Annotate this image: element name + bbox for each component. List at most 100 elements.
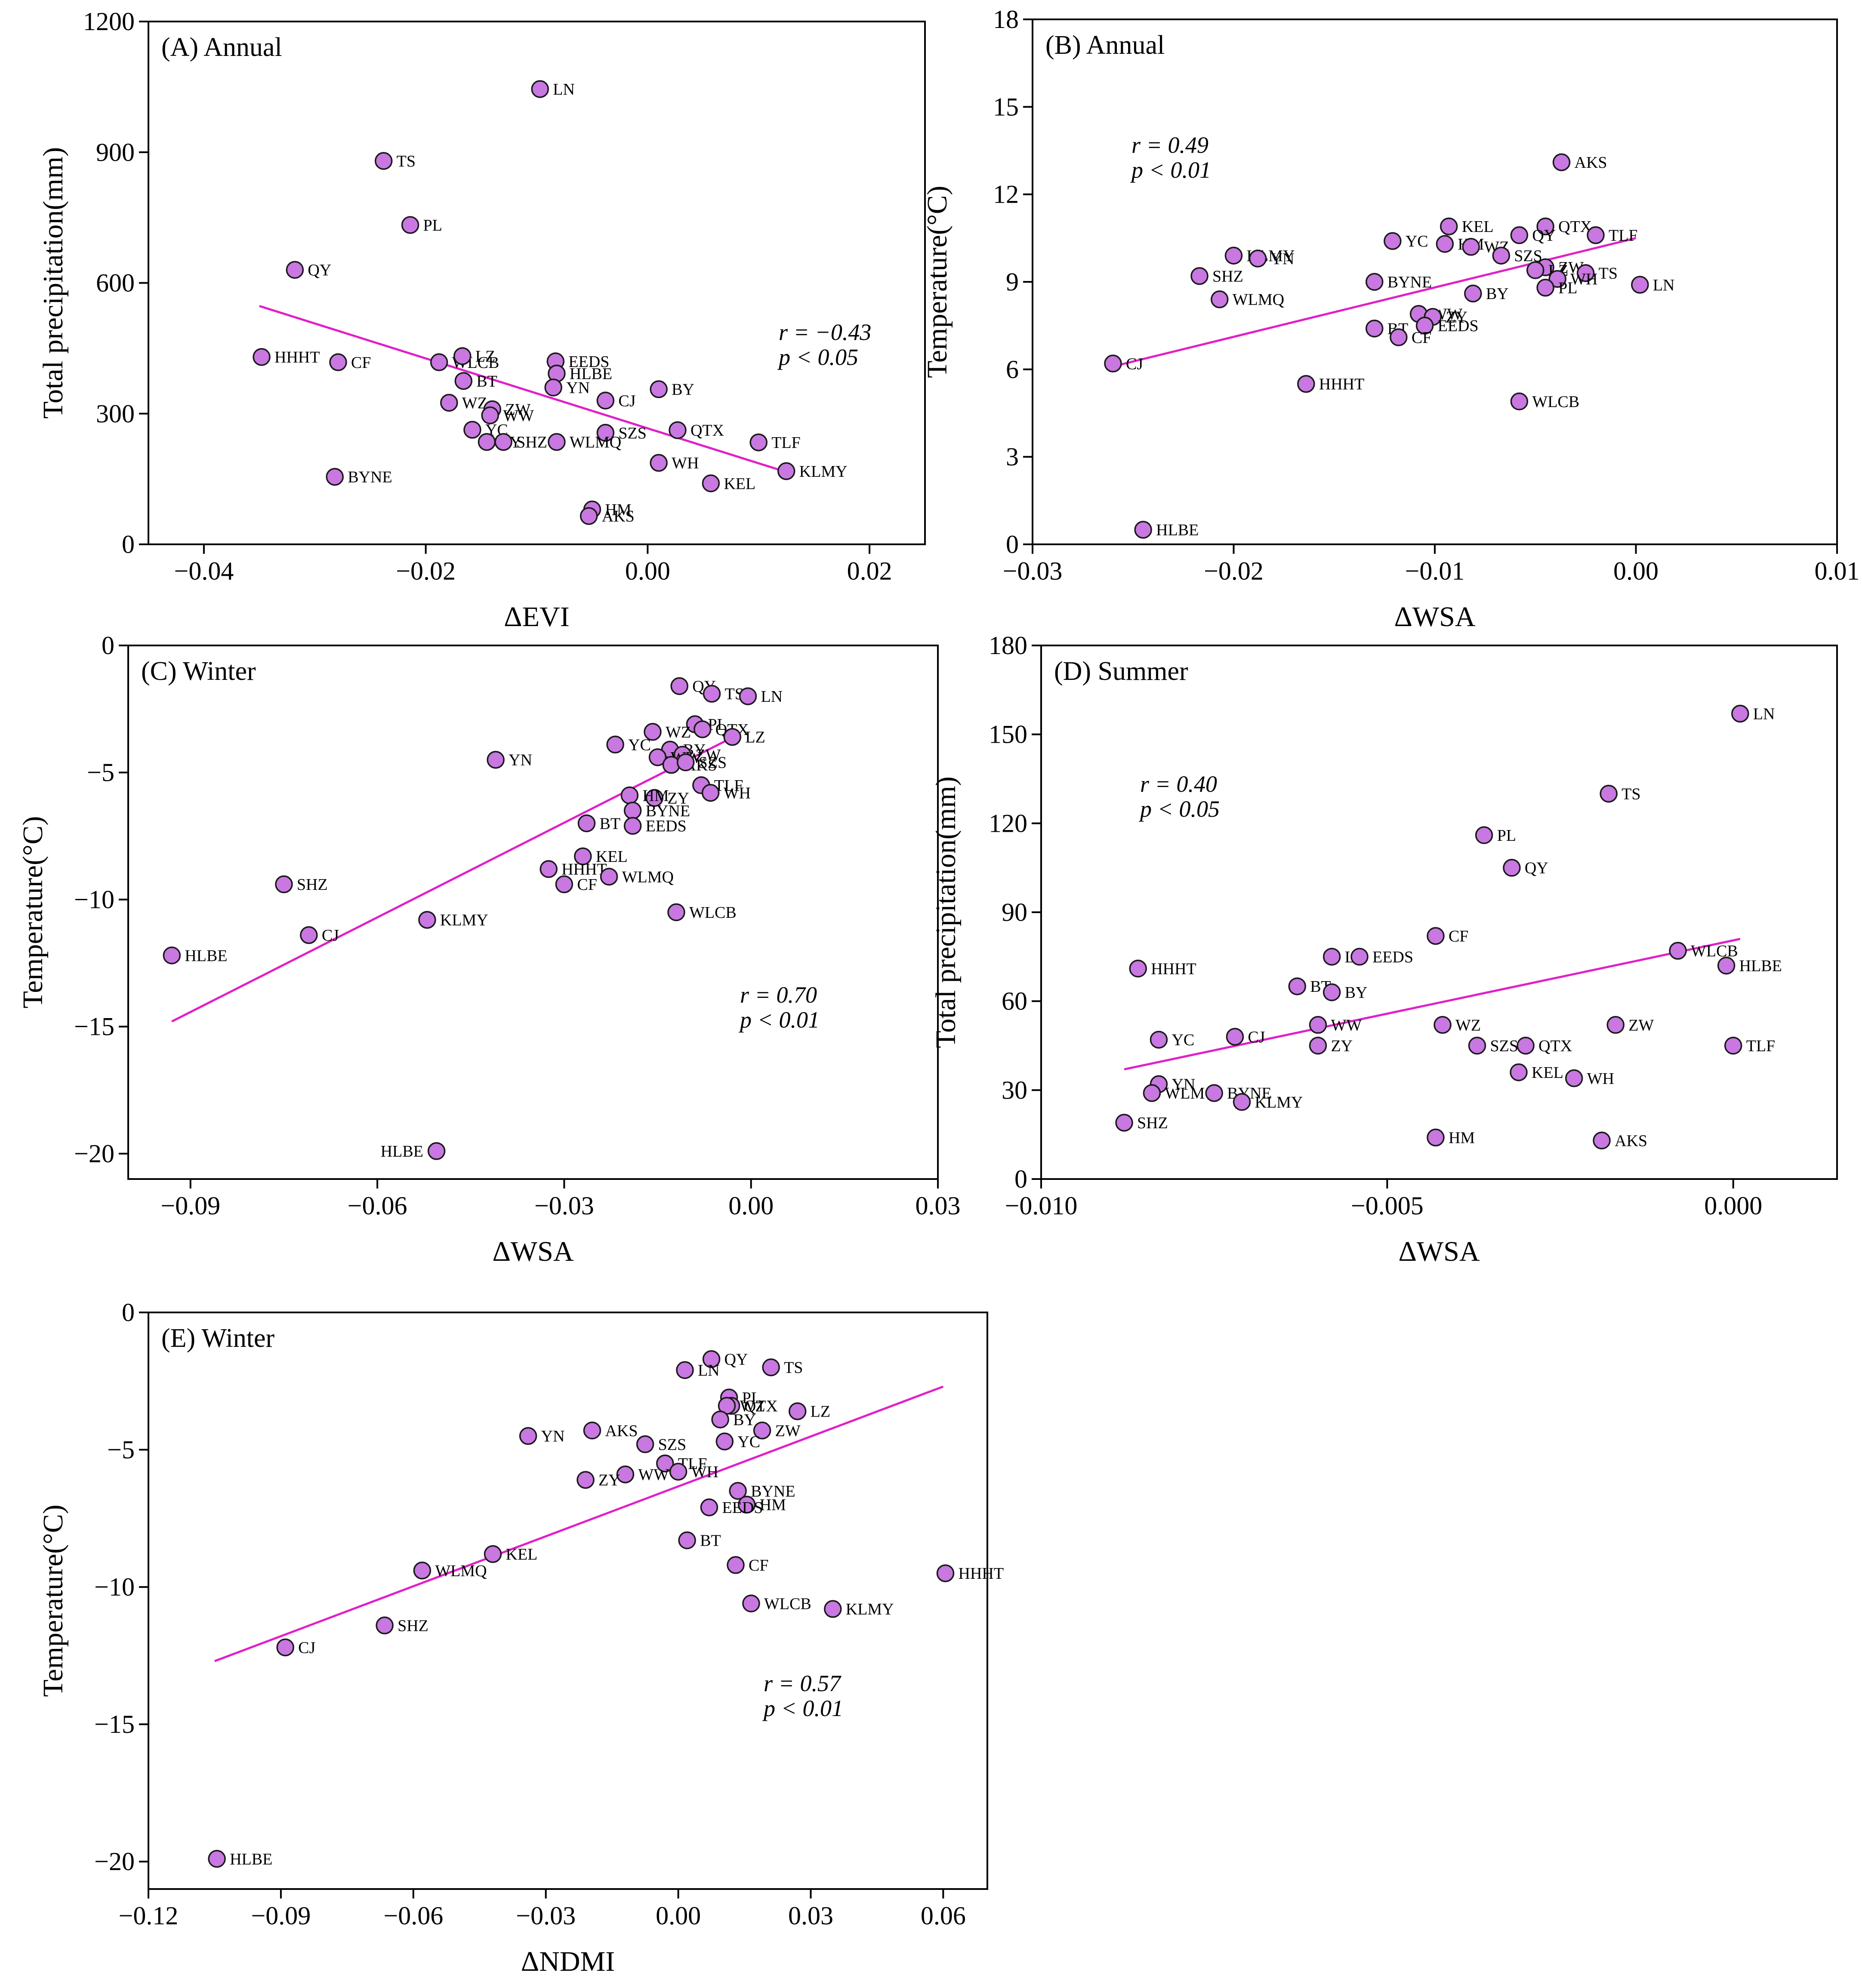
plot-frame: [148, 1312, 988, 1890]
data-point-wz: [644, 723, 662, 741]
panel-a: −0.04 −0.02 0.00 0.02 0 300 600 900 1200 ΔEVI Tota…: [37, 7, 926, 633]
data-point-aks: [662, 756, 681, 774]
data-point-cj: [276, 1638, 294, 1657]
x-tick-label: −0.04: [174, 557, 234, 585]
x-tick-label: −0.06: [348, 1192, 407, 1220]
data-point-label: WW: [1331, 1016, 1362, 1034]
data-point-label: QY: [1532, 227, 1556, 245]
data-point-label: HM: [605, 501, 631, 519]
data-point-label: HHHT: [274, 349, 320, 367]
data-point-wlmq: [1143, 1084, 1161, 1102]
data-point-label: WLCB: [1532, 393, 1579, 411]
data-point-label: SZS: [658, 1435, 686, 1454]
data-point-label: YN: [566, 379, 590, 397]
data-point-pl: [1536, 278, 1554, 297]
panel-title: (B) Annual: [1045, 31, 1165, 60]
data-point-label: ZY: [667, 789, 689, 807]
stats-r: r = 0.40: [1140, 771, 1217, 797]
data-point-label: YC: [1171, 1031, 1194, 1049]
data-point-hm: [620, 786, 639, 805]
y-tick-label: 30: [1002, 1076, 1027, 1104]
x-tick-label: 0.00: [625, 557, 670, 585]
y-tick-label: 6: [1006, 355, 1019, 383]
data-point-shz: [275, 875, 293, 893]
data-point-label: AKS: [1615, 1132, 1647, 1150]
stats-p: p < 0.01: [738, 1007, 820, 1033]
data-point-label: ZW: [505, 401, 530, 419]
data-point-label: QY: [724, 1350, 748, 1368]
data-point-kel: [1440, 217, 1458, 235]
data-point-qy: [286, 261, 304, 279]
data-point-hm: [1427, 1128, 1445, 1147]
data-point-label: CJ: [1248, 1028, 1265, 1046]
data-point-label: SHZ: [516, 433, 547, 451]
stats-r: r = −0.43: [779, 319, 871, 345]
data-point-label: HLBE: [1739, 957, 1782, 975]
data-point-label: SHZ: [297, 876, 328, 894]
data-point-aks: [580, 507, 598, 525]
data-point-yc: [1384, 232, 1402, 250]
data-point-label: LZ: [811, 1403, 830, 1421]
data-point-label: BT: [600, 815, 621, 833]
data-point-yn: [544, 378, 562, 397]
data-point-zw: [753, 1421, 771, 1440]
data-point-qtx: [1517, 1037, 1535, 1055]
x-tick-label: 0.03: [916, 1192, 961, 1220]
y-tick-label: 1200: [83, 7, 135, 36]
data-point-hlbe: [1717, 957, 1736, 975]
y-tick-label: 90: [1002, 898, 1027, 926]
plot-frame: [1032, 19, 1838, 545]
data-point-label: CJ: [322, 926, 339, 945]
data-point-label: TS: [1622, 785, 1640, 803]
data-point-ts: [1600, 784, 1618, 803]
data-point-label: WLMQ: [622, 868, 674, 886]
y-tick-label: 0: [1006, 530, 1019, 559]
y-tick-label: 12: [993, 180, 1019, 209]
data-point-wlmq: [600, 867, 618, 886]
regression-line: [1124, 938, 1741, 1071]
data-point-label: HM: [642, 787, 669, 805]
data-point-label: SZS: [618, 424, 646, 442]
x-tick-label: −0.03: [534, 1192, 594, 1220]
data-point-aks: [1552, 153, 1571, 171]
y-tick-label: −15: [94, 1710, 135, 1738]
data-point-ln: [739, 687, 757, 705]
data-point-ts: [1576, 264, 1595, 282]
data-point-label: WLMQ: [435, 1562, 487, 1580]
x-tick-label: −0.12: [119, 1902, 179, 1930]
data-point-label: BY: [1486, 285, 1509, 303]
data-point-wlcb: [667, 903, 685, 921]
panel-title: (D) Summer: [1054, 657, 1188, 686]
data-point-lz: [1323, 948, 1341, 966]
data-point-tlf: [749, 433, 768, 451]
data-point-label: KLMY: [799, 463, 848, 481]
data-point-klmy: [1233, 1093, 1251, 1111]
regression-line: [214, 1385, 944, 1662]
data-point-label: HHHT: [959, 1565, 1004, 1583]
data-point-hlbe: [163, 946, 181, 965]
x-axis-title: ΔNDMI: [521, 1946, 615, 1977]
data-point-ts: [703, 685, 721, 703]
data-point-label: CF: [1412, 329, 1431, 347]
data-point-label: EEDS: [1438, 317, 1479, 335]
data-point-ts: [762, 1358, 780, 1377]
data-point-wz: [1433, 1016, 1452, 1034]
x-axis-title: ΔWSA: [492, 1236, 573, 1267]
data-point-label: TS: [784, 1359, 803, 1377]
data-point-hm: [737, 1495, 756, 1514]
y-axis-title: Total precipitation(mm): [930, 776, 962, 1048]
data-point-shz: [376, 1616, 394, 1635]
x-tick-label: 0.000: [1704, 1192, 1762, 1220]
y-tick-label: 0: [102, 631, 114, 660]
x-tick-label: 0.00: [656, 1902, 701, 1930]
data-point-cf: [555, 875, 573, 893]
data-point-label: BYNE: [646, 802, 690, 820]
data-point-label: AKS: [602, 507, 635, 525]
data-point-label: WLCB: [689, 904, 737, 922]
data-point-label: QY: [1525, 859, 1548, 877]
data-point-qtx: [694, 720, 712, 738]
data-point-label: AKS: [605, 1422, 638, 1440]
data-point-label: TLF: [1746, 1037, 1776, 1055]
data-point-label: CJ: [1126, 355, 1143, 373]
data-point-zy: [478, 433, 496, 451]
